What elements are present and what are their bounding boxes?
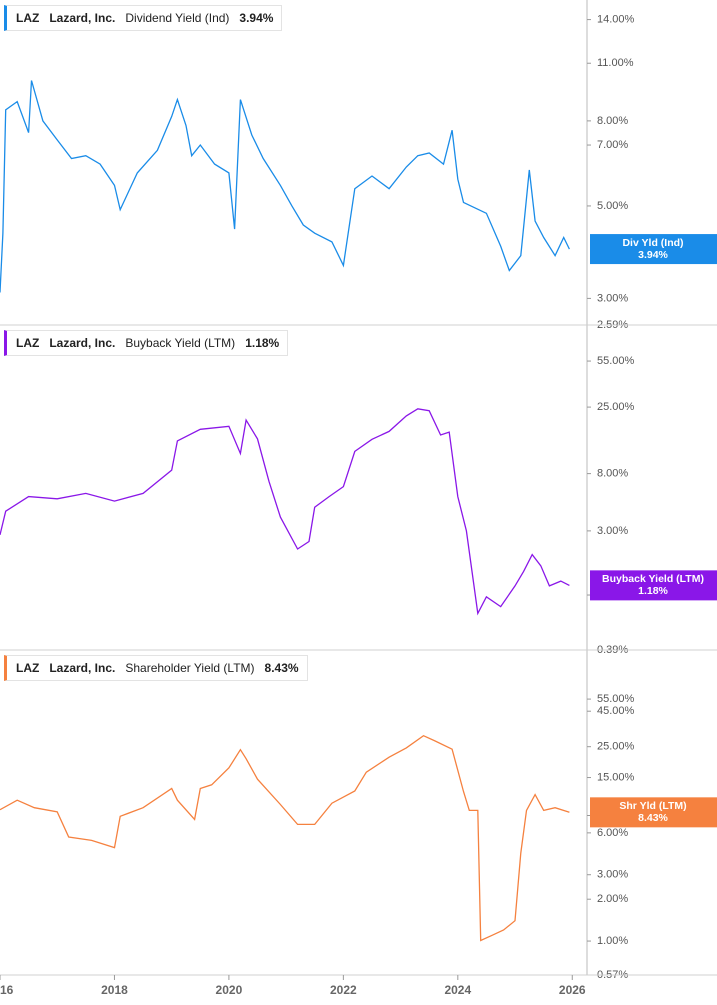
- y-tick-label: 25.00%: [597, 741, 635, 753]
- value-tag: [590, 797, 717, 828]
- y-tick-label: 25.00%: [597, 401, 635, 413]
- header-value: 3.94%: [239, 11, 274, 25]
- value-tag-value: 1.18%: [638, 585, 668, 597]
- line-series: [0, 408, 570, 616]
- panel-title: Shareholder Yield (LTM): [125, 661, 255, 675]
- y-tick-label: 55.00%: [597, 355, 635, 367]
- panel-header: LAZ Lazard, Inc. Buyback Yield (LTM) 1.18%: [4, 330, 289, 356]
- value-tag: [590, 570, 717, 601]
- value-tag-value: 8.43%: [638, 812, 668, 824]
- panel-header: LAZ Lazard, Inc. Shareholder Yield (LTM) 8.…: [4, 655, 308, 681]
- x-tick-label: 2018: [101, 983, 128, 997]
- company: Lazard, Inc.: [49, 661, 116, 675]
- panel-header: LAZ Lazard, Inc. Dividend Yield (Ind) 3.94%: [4, 5, 283, 31]
- x-tick-label: 2024: [444, 983, 471, 997]
- y-tick-label: 8.00%: [597, 115, 628, 127]
- line-series: [0, 734, 570, 942]
- panel-title: Dividend Yield (Ind): [125, 11, 230, 25]
- y-tick-label: 14.00%: [597, 13, 635, 25]
- x-tick-label: 2022: [330, 983, 357, 997]
- header-value: 1.18%: [245, 336, 280, 350]
- panel-title: Buyback Yield (LTM): [125, 336, 236, 350]
- y-tick-label: 3.00%: [597, 869, 628, 881]
- ticker: LAZ: [16, 11, 40, 25]
- y-tick-label: 3.00%: [597, 525, 628, 537]
- value-tag-name: Shr Yld (LTM): [619, 800, 686, 812]
- x-tick-label: 2020: [216, 983, 243, 997]
- y-tick-label: 1.00%: [597, 935, 628, 947]
- x-tick-label: 2026: [559, 983, 586, 997]
- y-tick-label: 7.00%: [597, 139, 628, 151]
- line-series: [0, 80, 570, 293]
- header-value: 8.43%: [264, 661, 299, 675]
- y-tick-label: 8.00%: [597, 468, 628, 480]
- company: Lazard, Inc.: [49, 11, 116, 25]
- value-tag-name: Buyback Yield (LTM): [602, 573, 704, 585]
- y-tick-label: 2.00%: [597, 893, 628, 905]
- x-tick-label: 2016: [0, 983, 14, 997]
- y-tick-label: 55.00%: [597, 693, 635, 705]
- value-tag-name: Div Yld (Ind): [622, 237, 683, 249]
- value-tag: [590, 234, 717, 265]
- y-tick-label: 6.00%: [597, 827, 628, 839]
- value-tag-value: 3.94%: [638, 249, 668, 261]
- y-tick-label: 3.00%: [597, 292, 628, 304]
- y-tick-label: 45.00%: [597, 705, 635, 717]
- y-tick-label: 5.00%: [597, 200, 628, 212]
- ticker: LAZ: [16, 336, 40, 350]
- company: Lazard, Inc.: [49, 336, 116, 350]
- y-tick-label: 15.00%: [597, 771, 635, 783]
- ticker: LAZ: [16, 661, 40, 675]
- y-tick-label: 11.00%: [597, 57, 634, 69]
